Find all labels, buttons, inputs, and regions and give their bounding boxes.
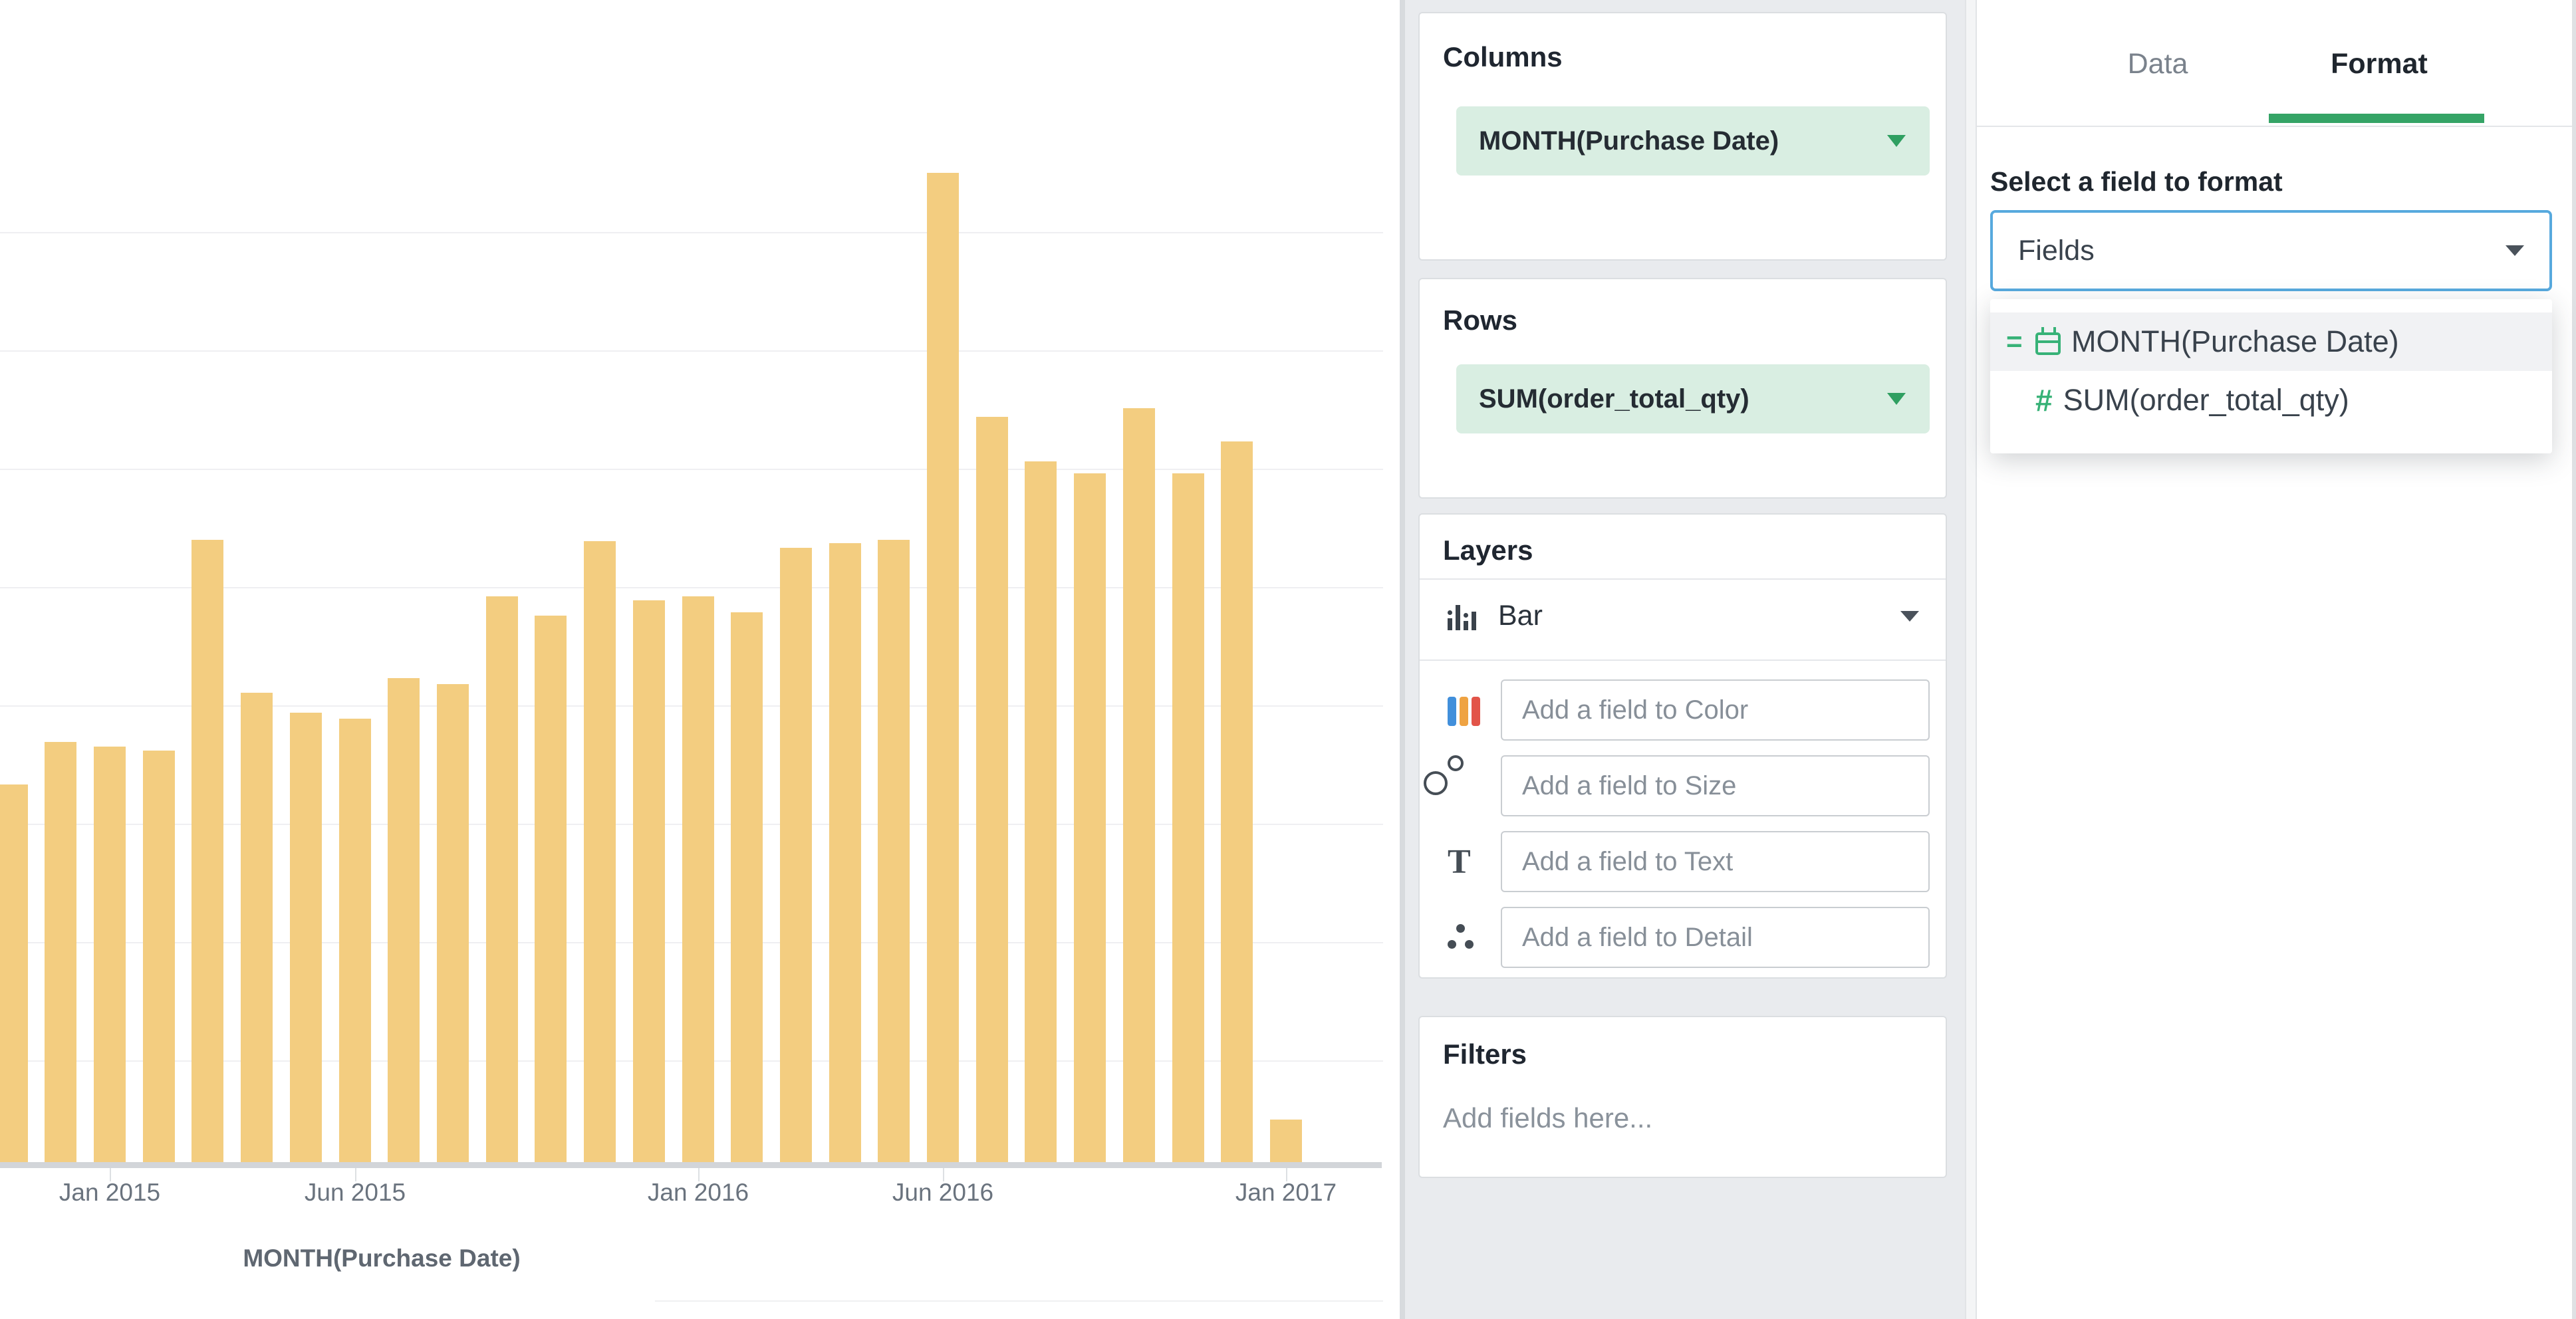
bar-chart-icon xyxy=(1448,600,1480,630)
bar-jul-2016[interactable] xyxy=(976,417,1008,1163)
size-well-input[interactable] xyxy=(1501,755,1930,816)
bar-jan-2016[interactable] xyxy=(682,596,714,1163)
format-panel: Data Format Select a field to format Fie… xyxy=(1977,0,2576,1319)
chevron-down-icon[interactable] xyxy=(2506,245,2524,256)
divider xyxy=(1420,660,1946,661)
calendar-icon xyxy=(2035,327,2061,355)
chart-panel: Jan 2015 Jun 2015 Jan 2016 Jun 2016 Jan 2017… xyxy=(0,0,1383,1302)
fields-dropdown-value: Fields xyxy=(2018,234,2095,267)
x-tick-label: Jan 2016 xyxy=(647,1179,749,1206)
color-well-input[interactable] xyxy=(1501,679,1930,741)
active-tab-underline xyxy=(2269,114,2484,123)
bar-sep-2016[interactable] xyxy=(1074,473,1106,1163)
filters-title: Filters xyxy=(1443,1038,1527,1070)
layers-title: Layers xyxy=(1443,535,1533,566)
menu-item-sum-order-total-qty[interactable]: # SUM(order_total_qty) xyxy=(1990,371,2552,429)
equals-icon: = xyxy=(2006,326,2023,357)
bar-mar-2016[interactable] xyxy=(780,548,812,1163)
x-tick-label: Jan 2017 xyxy=(1235,1179,1337,1206)
x-tick-mark xyxy=(698,1168,700,1181)
tab-data[interactable]: Data xyxy=(2127,48,2188,80)
bar-nov-2014[interactable] xyxy=(0,784,28,1163)
shelf-panel: Columns MONTH(Purchase Date) Rows SUM(or… xyxy=(1405,0,1965,1319)
bar-feb-2016[interactable] xyxy=(731,612,763,1163)
x-axis-line xyxy=(0,1162,1382,1168)
color-bars-icon xyxy=(1448,695,1480,726)
bar-jun-2016[interactable] xyxy=(927,173,959,1163)
bar-dec-2014[interactable] xyxy=(45,742,76,1163)
bar-jan-2015[interactable] xyxy=(94,747,126,1163)
chevron-down-icon[interactable] xyxy=(1887,393,1906,405)
filters-card[interactable]: Filters Add fields here... xyxy=(1418,1016,1947,1178)
bar-dec-2016[interactable] xyxy=(1221,441,1253,1163)
bar-apr-2016[interactable] xyxy=(829,543,861,1163)
columns-pill-month-purchase-date[interactable]: MONTH(Purchase Date) xyxy=(1456,106,1930,176)
bar-jun-2015[interactable] xyxy=(339,719,371,1163)
chevron-down-icon[interactable] xyxy=(1900,611,1919,622)
x-tick-label: Jun 2016 xyxy=(892,1179,994,1206)
menu-item-month-purchase-date[interactable]: = MONTH(Purchase Date) xyxy=(1990,312,2552,371)
rows-title: Rows xyxy=(1443,304,1518,336)
bar-aug-2015[interactable] xyxy=(437,684,469,1163)
text-well-row: T xyxy=(1420,831,1946,895)
text-icon: T xyxy=(1448,843,1471,881)
fields-dropdown-menu: = MONTH(Purchase Date) # SUM(order_total… xyxy=(1990,299,2552,453)
size-well-row xyxy=(1420,755,1946,819)
tab-format[interactable]: Format xyxy=(2331,48,2428,80)
bar-oct-2016[interactable] xyxy=(1123,408,1155,1163)
x-axis-title: MONTH(Purchase Date) xyxy=(243,1245,521,1272)
divider xyxy=(1977,126,2576,127)
layer-type-label: Bar xyxy=(1498,600,1543,632)
gridline xyxy=(0,232,1383,233)
bar-oct-2015[interactable] xyxy=(535,616,567,1163)
x-tick-label: Jan 2015 xyxy=(59,1179,161,1206)
chart-bottom-divider xyxy=(655,1300,1383,1302)
bar-dec-2015[interactable] xyxy=(633,600,665,1163)
rows-pill-label: SUM(order_total_qty) xyxy=(1479,384,1749,414)
bar-may-2015[interactable] xyxy=(290,713,322,1163)
gridline xyxy=(0,350,1383,352)
x-tick-mark xyxy=(355,1168,356,1181)
filters-placeholder: Add fields here... xyxy=(1443,1102,1653,1134)
x-tick-mark xyxy=(943,1168,944,1181)
divider xyxy=(1420,578,1946,580)
bar-mar-2015[interactable] xyxy=(192,540,223,1163)
gridline xyxy=(0,469,1383,470)
window-right-edge xyxy=(2572,0,2576,1319)
bar-aug-2016[interactable] xyxy=(1025,461,1057,1163)
rows-pill-sum-order-total-qty[interactable]: SUM(order_total_qty) xyxy=(1456,364,1930,433)
bar-chart-plot-area[interactable] xyxy=(0,0,1383,1163)
select-field-label: Select a field to format xyxy=(1990,166,2283,197)
detail-well-row xyxy=(1420,907,1946,971)
panel-divider[interactable] xyxy=(1400,0,1405,1319)
bar-nov-2015[interactable] xyxy=(584,541,616,1163)
menu-item-label: SUM(order_total_qty) xyxy=(2063,383,2349,417)
chevron-down-icon[interactable] xyxy=(1887,135,1906,147)
fields-dropdown[interactable]: Fields xyxy=(1990,210,2552,291)
bar-may-2016[interactable] xyxy=(878,540,910,1163)
x-tick-label: Jun 2015 xyxy=(304,1179,406,1206)
rows-card: Rows SUM(order_total_qty) xyxy=(1418,278,1947,499)
x-tick-mark xyxy=(1286,1168,1287,1181)
bar-nov-2016[interactable] xyxy=(1172,473,1204,1163)
menu-item-label: MONTH(Purchase Date) xyxy=(2071,324,2399,358)
bar-jan-2017[interactable] xyxy=(1270,1120,1302,1163)
columns-card: Columns MONTH(Purchase Date) xyxy=(1418,12,1947,261)
bar-jul-2015[interactable] xyxy=(388,678,420,1163)
columns-pill-label: MONTH(Purchase Date) xyxy=(1479,126,1779,156)
bar-sep-2015[interactable] xyxy=(486,596,518,1163)
x-tick-mark xyxy=(110,1168,111,1181)
columns-title: Columns xyxy=(1443,41,1563,72)
layers-card: Layers Bar xyxy=(1418,513,1947,979)
detail-well-input[interactable] xyxy=(1501,907,1930,968)
color-well-row xyxy=(1420,679,1946,743)
bar-apr-2015[interactable] xyxy=(241,693,273,1163)
gridline xyxy=(0,587,1383,588)
text-well-input[interactable] xyxy=(1501,831,1930,892)
panel-splitter[interactable] xyxy=(1965,0,1977,1319)
number-icon: # xyxy=(2035,383,2053,418)
bar-feb-2015[interactable] xyxy=(143,751,175,1163)
